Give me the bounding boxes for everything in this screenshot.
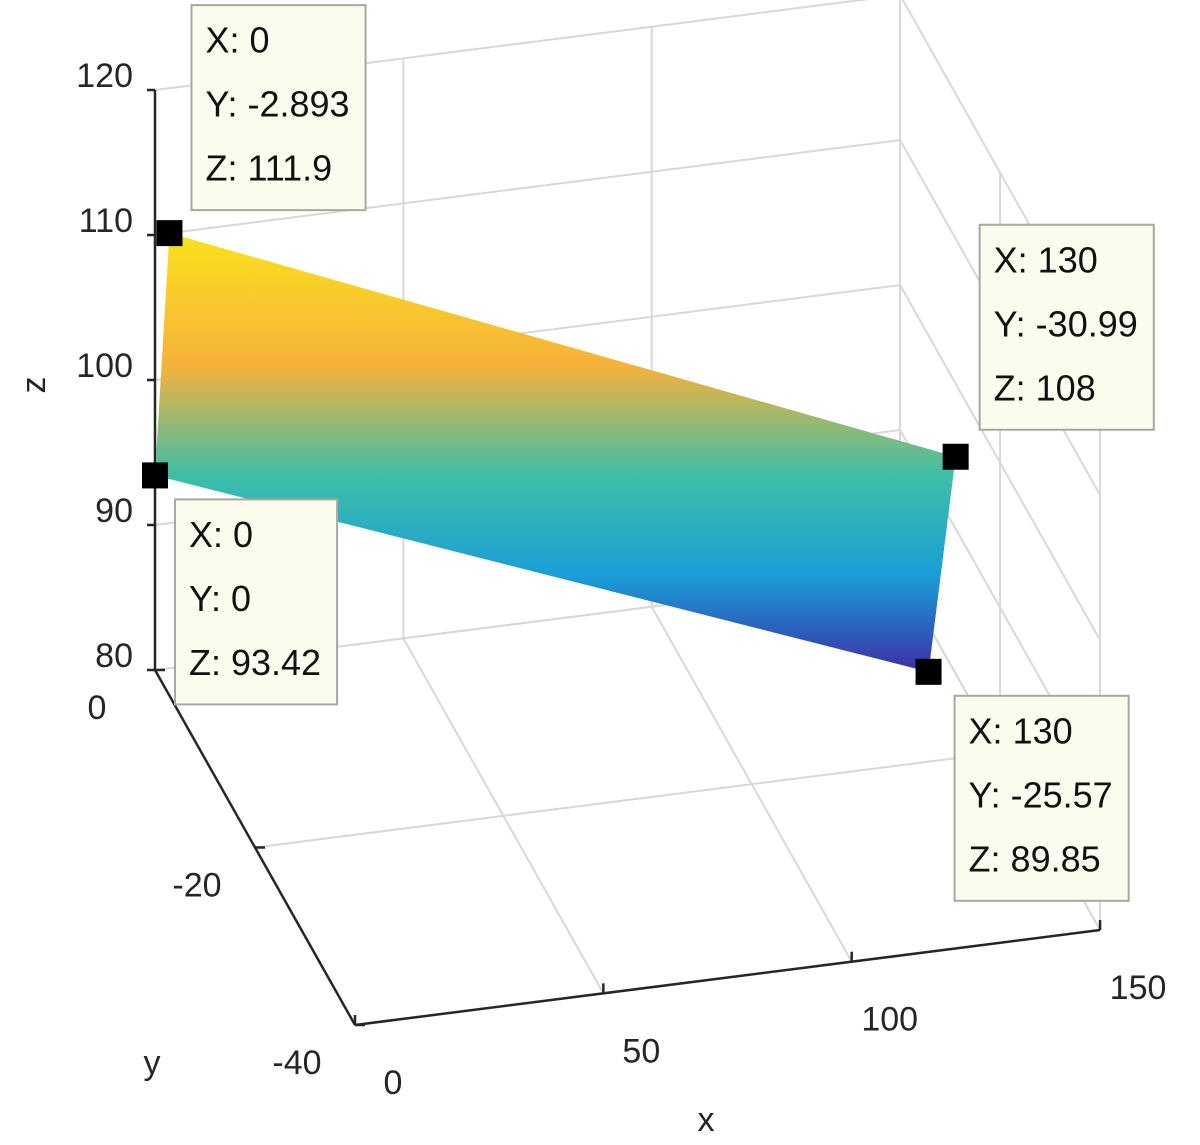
y-axis-label: y	[144, 1044, 161, 1082]
data-point	[942, 443, 969, 470]
data-tip-label: Y: -30.99	[994, 303, 1138, 344]
data-point	[156, 220, 183, 247]
data-tip-label: Y: 0	[189, 578, 251, 619]
y-tick-label: 0	[88, 689, 107, 727]
surface	[155, 233, 956, 672]
data-tip-label: Y: -25.57	[969, 774, 1113, 815]
data-tip-label: Z: 89.85	[969, 838, 1101, 879]
grid-line	[899, 284, 1101, 641]
data-tip-label: Y: -2.893	[205, 84, 349, 125]
x-tick-label: 150	[1110, 969, 1167, 1007]
data-tip-box	[190, 4, 367, 212]
data-tip-label: Z: 111.9	[205, 148, 332, 189]
y-tick-label: -40	[272, 1044, 321, 1082]
z-tick-label: 90	[95, 492, 133, 530]
x-axis-line	[354, 928, 1101, 1027]
x-tick-label: 0	[384, 1064, 403, 1102]
data-tip-label: X: 130	[969, 710, 1073, 751]
grid-line	[254, 751, 1001, 849]
data-tip: X: 130 Y: -25.57 Z: 89.85	[953, 694, 1130, 902]
x-axis-label: x	[698, 1101, 715, 1139]
data-tip-box	[978, 223, 1155, 431]
data-tip: X: 0 Y: 0 Z: 93.42	[174, 498, 339, 706]
z-tick-label: 80	[95, 637, 133, 675]
surface-layer	[155, 233, 956, 672]
data-tip-box	[174, 498, 339, 706]
y-tick-label: -20	[172, 866, 221, 904]
data-tip: X: 0 Y: -2.893 Z: 111.9	[190, 4, 367, 212]
z-tick-label: 120	[76, 57, 133, 95]
data-tip-label: X: 130	[994, 239, 1098, 280]
data-tip-label: Z: 93.42	[189, 642, 321, 683]
data-tip-label: X: 0	[205, 20, 269, 61]
x-tick-label: 50	[622, 1032, 660, 1070]
data-tip-label: Z: 108	[994, 367, 1096, 408]
grid-line	[154, 139, 901, 236]
data-tip: X: 130 Y: -30.99 Z: 108	[978, 223, 1155, 431]
data-tip-box	[953, 694, 1130, 902]
data-tip-label: X: 0	[189, 514, 253, 555]
x-tick-label: 100	[861, 1001, 918, 1039]
data-point	[915, 658, 942, 685]
axes: 80 90 100 110 120 0 50 100 150 0 -20 -40	[76, 57, 1166, 1102]
data-point	[142, 462, 168, 489]
z-axis-label: z	[15, 377, 53, 394]
z-tick-label: 110	[79, 202, 133, 240]
z-tick-label: 100	[76, 347, 133, 385]
